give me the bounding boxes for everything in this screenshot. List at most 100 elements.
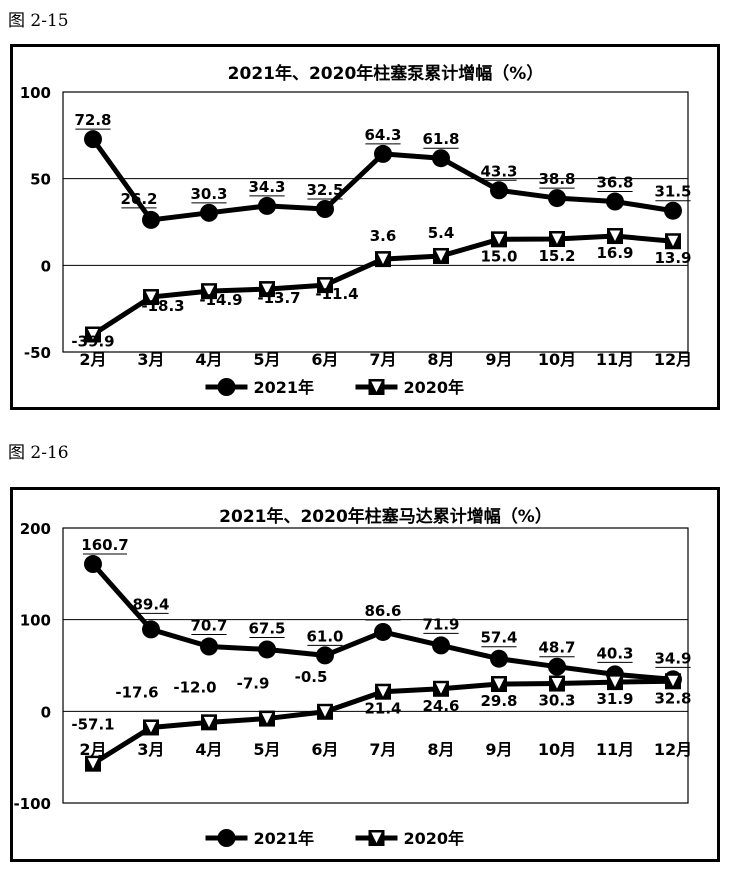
x-tick-label: 3月 [137, 350, 164, 369]
marker-triangle [86, 327, 100, 342]
data-label-0: 67.5 [248, 619, 285, 637]
y-tick-label: 100 [20, 84, 51, 102]
marker-triangle [492, 677, 506, 692]
data-point-1 [317, 703, 333, 720]
legend-label: 2020年 [404, 829, 465, 848]
data-point-1 [607, 228, 623, 245]
legend-marker [217, 829, 236, 847]
data-point-0 [200, 203, 218, 222]
chart-pump-growth: 2021年、2020年柱塞泵累计增幅（%） -50 0 50 100 2月 3月 4月 5月 6月… [20, 63, 692, 397]
marker-triangle [369, 380, 384, 395]
data-label-1: -0.5 [295, 668, 328, 686]
data-point-0 [142, 210, 160, 229]
chart-motor-growth: 2021年、2020年柱塞马达累计增幅（%） -100 0 100 200 2月 3月 4月 5… [13, 506, 692, 848]
data-point-0 [258, 640, 276, 659]
data-label-1: -18.3 [141, 297, 184, 315]
data-point-0 [374, 622, 392, 641]
marker-triangle [666, 234, 680, 249]
y-tick-label: -100 [13, 795, 51, 813]
data-point-1 [433, 247, 449, 264]
x-tick-label: 6月 [311, 740, 338, 759]
data-point-0 [606, 192, 624, 211]
data-point-0 [200, 637, 218, 656]
marker-triangle [666, 674, 680, 689]
marker-triangle [144, 720, 158, 735]
data-label-0: 160.7 [81, 536, 128, 554]
data-label-1: -17.6 [115, 683, 158, 701]
data-label-1: -13.7 [257, 289, 300, 307]
figure-caption-2-15: 图 2-15 [8, 11, 69, 31]
data-point-0 [84, 130, 102, 149]
marker-triangle [202, 284, 216, 299]
legend-label: 2021年 [254, 829, 315, 848]
data-point-0 [490, 181, 508, 200]
x-tick-label: 3月 [137, 740, 164, 759]
data-label-0: 31.5 [654, 183, 691, 201]
data-label-1: 15.2 [538, 247, 575, 265]
data-label-1: -57.1 [71, 716, 114, 734]
data-label-0: 89.4 [132, 595, 169, 613]
x-tick-label: 9月 [485, 740, 512, 759]
data-label-1: 31.9 [596, 690, 633, 708]
data-point-1 [143, 289, 159, 306]
data-label-0: 48.7 [538, 639, 575, 657]
data-point-1 [549, 675, 565, 692]
data-point-1 [433, 680, 449, 697]
marker-triangle [434, 249, 448, 264]
data-point-1 [201, 714, 217, 731]
data-point-0 [258, 196, 276, 215]
marker-triangle [492, 232, 506, 247]
data-label-1: 30.3 [538, 692, 575, 710]
chart-frame-motor: 2021年、2020年柱塞马达累计增幅（%） -100 0 100 200 2月 3月 4月 5… [10, 487, 720, 862]
marker-triangle [260, 712, 274, 726]
chart-title: 2021年、2020年柱塞泵累计增幅（%） [228, 63, 544, 84]
data-label-0: 71.9 [422, 615, 459, 633]
legend-label: 2021年 [254, 378, 315, 397]
data-label-0: 34.9 [654, 649, 691, 667]
data-label-1: -14.9 [199, 291, 242, 309]
marker-triangle [434, 682, 448, 696]
x-tick-label: 2月 [79, 740, 106, 759]
legend-label: 2020年 [404, 378, 465, 397]
data-point-1 [665, 673, 681, 690]
marker-triangle [376, 685, 390, 699]
data-label-1: -11.4 [315, 285, 358, 303]
data-label-1: 15.0 [480, 247, 517, 265]
data-point-1 [259, 710, 275, 727]
data-point-1 [491, 676, 507, 693]
data-label-0: 86.6 [364, 602, 401, 620]
data-point-0 [432, 149, 450, 168]
data-label-0: 70.7 [190, 617, 227, 635]
x-tick-label: 11月 [596, 350, 634, 369]
marker-triangle [260, 282, 274, 297]
data-point-1 [375, 683, 391, 700]
data-point-1 [201, 283, 217, 300]
chart-title: 2021年、2020年柱塞马达累计增幅（%） [219, 506, 552, 527]
marker-triangle [86, 757, 100, 771]
data-label-0: 61.0 [306, 627, 343, 645]
series-line-1 [91, 233, 674, 337]
data-label-1: 24.6 [422, 697, 459, 715]
series-line-0 [91, 562, 674, 682]
data-point-1 [375, 251, 391, 268]
y-tick-label: 0 [41, 257, 51, 275]
data-label-0: 40.3 [596, 644, 633, 662]
data-label-1: 3.6 [370, 227, 397, 245]
data-label-0: 72.8 [74, 111, 111, 129]
data-label-0: 43.3 [480, 162, 517, 180]
x-tick-label: 5月 [253, 740, 280, 759]
marker-triangle [318, 705, 332, 719]
data-label-0: 26.2 [120, 190, 157, 208]
x-tick-label: 11月 [596, 740, 634, 759]
data-label-1: -39.9 [71, 332, 114, 350]
legend-marker [217, 378, 236, 396]
x-tick-label: 4月 [195, 350, 222, 369]
data-point-0 [432, 636, 450, 655]
x-tick-label: 10月 [538, 350, 576, 369]
data-point-0 [316, 646, 334, 665]
legend-marker [368, 379, 385, 395]
x-tick-label: 12月 [654, 740, 692, 759]
x-tick-label: 4月 [195, 740, 222, 759]
x-tick-label: 8月 [427, 350, 454, 369]
y-tick-label: -50 [24, 344, 51, 362]
